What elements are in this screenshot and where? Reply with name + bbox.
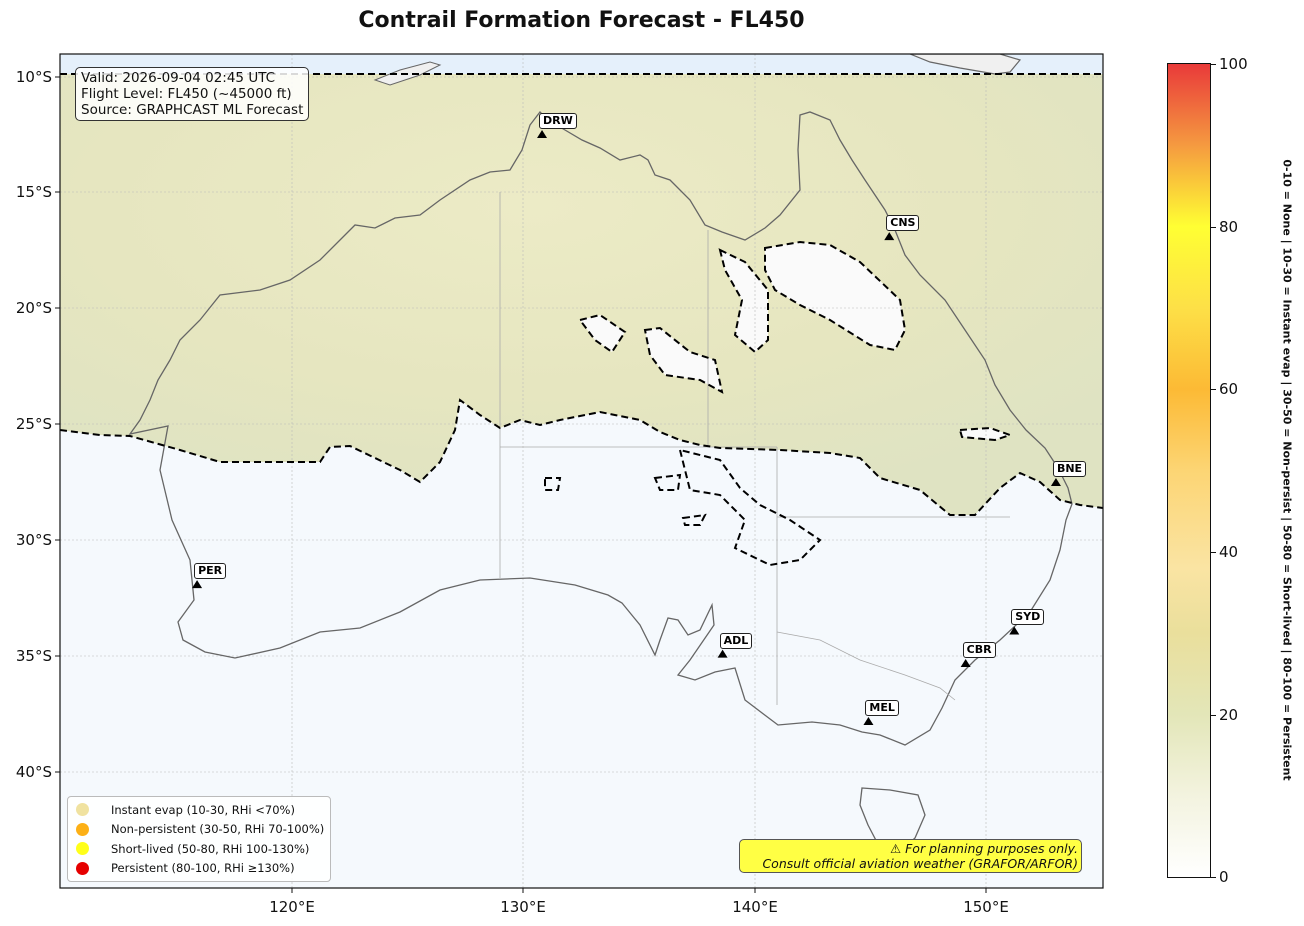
city-marker-adl [717, 649, 728, 658]
white-patch-c [580, 315, 625, 352]
city-label-per: PER [194, 563, 227, 580]
colorbar-label: 0-10 = None | 10-30 = Instant evap | 30-… [1280, 159, 1294, 781]
colorbar-tick-mark [1211, 64, 1216, 65]
city-label-bne: BNE [1052, 461, 1087, 477]
city-marker-bne [1050, 478, 1061, 486]
colorbar-tick-label: 100 [1219, 55, 1248, 73]
legend-label: Instant evap (10-30, RHi <70%) [111, 802, 295, 817]
legend-swatch [76, 842, 89, 856]
colorbar-tick-mark [1211, 715, 1216, 716]
colorbar-tick-mark [1211, 389, 1216, 390]
lat-tick-labels: 10°S 15°S 20°S 25°S 30°S 35°S 40°S [16, 68, 52, 781]
colorbar-tick-label: 0 [1219, 868, 1229, 886]
disclaimer-line: ⚠ For planning purposes only. [890, 841, 1078, 856]
legend-swatch [76, 803, 89, 817]
colorbar [1167, 63, 1211, 878]
city-marker-mel [863, 716, 874, 725]
lat-tick-label: 25°S [16, 415, 52, 433]
legend-item: Persistent (80-100, RHi ≥130%) [76, 859, 324, 879]
city-marker-cbr [960, 658, 971, 667]
lon-tick-label: 120°E [269, 898, 315, 916]
city-markers [192, 130, 1061, 725]
flight-level: Flight Level: FL450 (~45000 ft) [81, 86, 292, 102]
legend-item: Short-lived (50-80, RHi 100-130%) [76, 839, 324, 859]
legend-swatch [76, 822, 89, 836]
city-marker-cns [884, 232, 895, 241]
legend: Instant evap (10-30, RHi <70%) Non-persi… [67, 796, 332, 882]
city-label-drw: DRW [539, 113, 577, 129]
axis-ticks [55, 76, 987, 893]
new-guinea-coastline [909, 54, 1022, 75]
contour-boundaries [60, 73, 1103, 567]
northern-band [60, 54, 1103, 74]
city-marker-per [192, 580, 203, 589]
colorbar-tick-mark [1211, 552, 1216, 553]
lat-tick-label: 40°S [16, 763, 52, 781]
lat-tick-label: 30°S [16, 531, 52, 549]
lon-tick-label: 130°E [500, 898, 546, 916]
valid-time: Valid: 2026-09-04 02:45 UTC [81, 70, 276, 86]
city-label-mel: MEL [865, 699, 899, 716]
lat-tick-label: 35°S [16, 647, 52, 665]
map-frame [59, 53, 1104, 889]
colorbar-tick-label: 80 [1219, 218, 1239, 236]
colorbar-tick-label: 60 [1219, 380, 1239, 398]
forecast-source: Source: GRAPHCAST ML Forecast [81, 102, 304, 118]
lon-tick-labels: 120°E 130°E 140°E 150°E [269, 898, 1009, 916]
city-label-syd: SYD [1011, 609, 1045, 626]
forecast-info-box: Valid: 2026-09-04 02:45 UTC Flight Level… [75, 67, 310, 121]
colorbar-tick-mark [1211, 877, 1216, 878]
white-patch-d [645, 328, 722, 392]
legend-label: Non-persistent (30-50, RHi 70-100%) [111, 822, 325, 837]
disclaimer-line: Consult official aviation weather (GRAFO… [762, 856, 1078, 871]
legend-swatch [76, 861, 89, 875]
legend-label: Short-lived (50-80, RHi 100-130%) [111, 841, 310, 856]
disclaimer-box: ⚠ For planning purposes only. Consult of… [739, 839, 1082, 873]
colorbar-tick-label: 20 [1219, 706, 1239, 724]
legend-item: Instant evap (10-30, RHi <70%) [76, 800, 324, 820]
colorbar-tick-label: 40 [1219, 543, 1239, 561]
city-label-cbr: CBR [962, 641, 996, 658]
legend-label: Persistent (80-100, RHi ≥130%) [111, 861, 295, 876]
city-label-adl: ADL [719, 632, 753, 649]
colorbar-tick-mark [1211, 227, 1216, 228]
lat-tick-label: 10°S [16, 68, 52, 86]
city-marker-syd [1009, 626, 1020, 635]
state-borders [499, 192, 1010, 705]
lon-tick-label: 140°E [732, 898, 778, 916]
map-title: Contrail Formation Forecast - FL450 [358, 8, 805, 33]
city-label-cns: CNS [886, 215, 920, 232]
lat-tick-label: 15°S [16, 183, 52, 201]
white-patch-a [765, 242, 905, 350]
legend-item: Non-persistent (30-50, RHi 70-100%) [76, 820, 324, 840]
lat-tick-label: 20°S [16, 299, 52, 317]
australia-coastline [128, 111, 1073, 746]
instant-evap-field [60, 74, 1103, 515]
lon-tick-label: 150°E [963, 898, 1009, 916]
graticule [60, 54, 1103, 888]
city-marker-drw [537, 130, 548, 138]
